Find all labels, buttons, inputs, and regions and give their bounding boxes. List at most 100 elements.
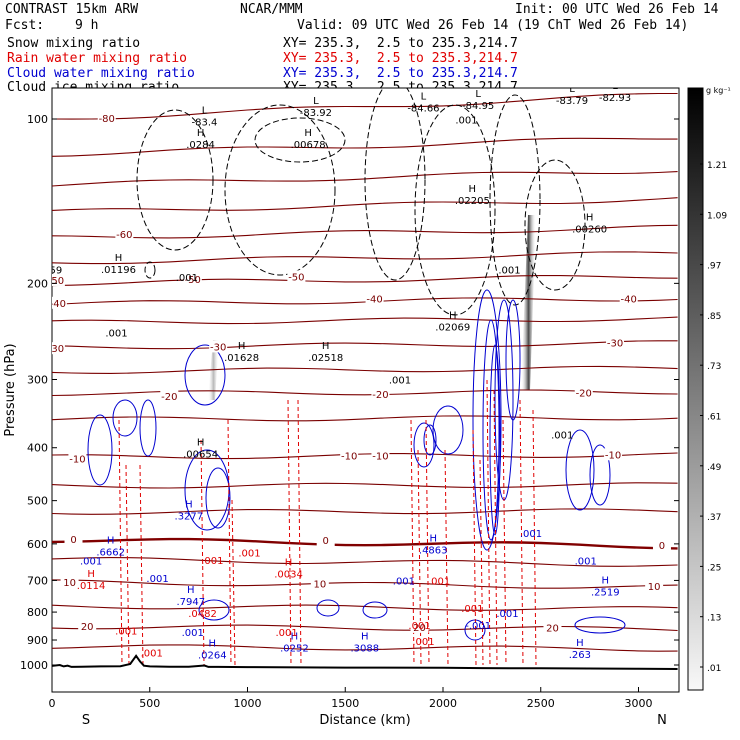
isotherm-label-23: 10 — [648, 582, 661, 593]
isotherm-label-24: 20 — [81, 622, 94, 633]
ice-contour-2 — [364, 88, 426, 281]
extremum-mark-1: H — [197, 128, 205, 139]
contour-value-4: .001 — [551, 431, 573, 442]
x-tick-label-2500: 2500 — [527, 697, 555, 710]
extremum-mark-3: H — [304, 128, 312, 139]
extremum-value-11: .02069 — [435, 323, 470, 334]
isotherm-18 — [52, 579, 678, 589]
y-tick-label-400: 400 — [27, 442, 48, 455]
rain-contour-11 — [444, 449, 449, 666]
field-rain-name: Rain water mixing ratio — [7, 51, 188, 66]
isotherm-label-16: -10 — [372, 451, 388, 462]
rain-contour-6 — [287, 399, 292, 666]
isotherm-label-bg-12 — [371, 387, 390, 400]
isotherm-label-21: 10 — [63, 578, 76, 589]
extremum-mark-18: H — [285, 557, 293, 568]
extremum-value-17: .4863 — [419, 546, 448, 557]
y-tick-label-100: 100 — [27, 113, 48, 126]
center-title: NCAR/MMM — [240, 2, 303, 17]
contour-value-17: .001 — [275, 628, 297, 639]
cloud-water-contour-15 — [589, 444, 611, 506]
colorbar-tick-label-10: .01 — [707, 664, 721, 674]
rain-contour-2 — [139, 464, 144, 666]
extremum-mark-7: L — [612, 81, 618, 92]
rain-contour-9 — [417, 449, 422, 666]
init-time: Init: 00 UTC Wed 26 Feb 14 — [515, 2, 719, 17]
isotherm-label-bg-21 — [60, 576, 79, 589]
extremum-value-22: .0482 — [188, 609, 217, 620]
contour-value-7: .001 — [146, 574, 168, 585]
cloud-water-contour-2 — [139, 399, 157, 457]
isotherm-label-bg-13 — [574, 386, 593, 399]
contour-value-14: .001 — [238, 549, 260, 560]
cloud-water-contour-6 — [413, 422, 435, 468]
colorbar-tick-label-2: .97 — [707, 262, 721, 272]
x-tick-label-3000: 3000 — [625, 697, 653, 710]
cloud-water-contour-17 — [316, 599, 340, 617]
cloud-water-contour-19 — [574, 616, 626, 634]
isotherm-label-bg-22 — [310, 577, 329, 590]
contour-value-10: .001 — [520, 529, 542, 540]
colorbar-tick-label-1: 1.09 — [707, 211, 727, 221]
model-title: CONTRAST 15km ARW — [5, 2, 139, 17]
contour-value-20: .001 — [461, 604, 483, 615]
x-tick-label-2000: 2000 — [429, 697, 457, 710]
colorbar-unit: g kg⁻¹ — [706, 86, 731, 95]
isotherm-label-bg-24 — [78, 620, 97, 633]
extremum-value-5: -84.95 — [462, 101, 494, 112]
isotherm-6 — [52, 275, 678, 287]
contour-value-9: .001 — [575, 557, 597, 568]
isotherm-label-13: -20 — [576, 388, 592, 399]
fcst-label: Fcst: — [5, 18, 45, 33]
isotherm-label-25: 20 — [413, 623, 426, 634]
cloud-water-contour-9 — [472, 289, 502, 551]
isotherm-label-bg-11 — [160, 390, 179, 403]
contour-value-23: t59 — [46, 266, 63, 277]
contour-value-11: .001 — [496, 609, 518, 620]
isotherm-10 — [52, 365, 678, 374]
isotherm-label-bg-15 — [340, 449, 359, 462]
isotherm-label-17: -10 — [605, 450, 621, 461]
extremum-mark-16: H — [107, 536, 115, 547]
extremum-value-10: .01196 — [101, 265, 136, 276]
isotherm-label-bg-8 — [52, 342, 65, 355]
extremum-mark-17: H — [429, 534, 437, 545]
rain-contour-16 — [502, 419, 507, 666]
extremum-value-4: -84.66 — [407, 103, 439, 114]
terrain-line — [52, 654, 678, 670]
rain-contour-17 — [519, 399, 524, 666]
cloud-water-contour-16 — [198, 599, 230, 621]
colorbar-tick-label-4: .73 — [707, 362, 721, 372]
isotherm-label-20: 0 — [659, 541, 665, 552]
extremum-mark-5: L — [475, 89, 481, 100]
field-snow-name: Snow mixing ratio — [7, 36, 141, 51]
y-tick-label-1000: 1000 — [20, 659, 48, 672]
field-snow-xy: XY= 235.3, 2.5 to 235.3,214.7 — [283, 36, 518, 51]
isotherm-label-bg-17 — [604, 448, 623, 461]
rain-contour-0 — [118, 419, 123, 666]
isotherm-13 — [52, 452, 678, 460]
isotherm-17 — [52, 557, 678, 567]
x-end-label-north: N — [657, 713, 667, 728]
extremum-mark-12: H — [238, 341, 246, 352]
cloud-water-contour-13 — [505, 299, 521, 421]
colorbar-tick-label-9: .13 — [707, 614, 721, 624]
contour-value-3: .001 — [498, 266, 520, 277]
extremum-mark-9: H — [586, 212, 594, 223]
isotherm-label-bg-1 — [115, 227, 134, 240]
isotherm-label-bg-16 — [371, 449, 390, 462]
extremum-value-0: -83.4 — [192, 118, 218, 129]
cloud-water-contour-8 — [432, 405, 464, 455]
extremum-mark-0: L — [202, 106, 208, 117]
contour-value-13: .001 — [201, 556, 223, 567]
contour-value-15: .001 — [428, 576, 450, 587]
isotherm-8 — [52, 316, 678, 325]
isotherm-label-18: 0 — [70, 535, 76, 546]
extremum-value-25: .3088 — [350, 644, 379, 655]
rain-contour-18 — [532, 409, 537, 666]
ice-contour-1 — [224, 104, 336, 276]
isotherm-label-bg-25 — [410, 620, 429, 633]
y-tick-label-900: 900 — [27, 634, 48, 647]
rain-contour-7 — [297, 399, 302, 666]
